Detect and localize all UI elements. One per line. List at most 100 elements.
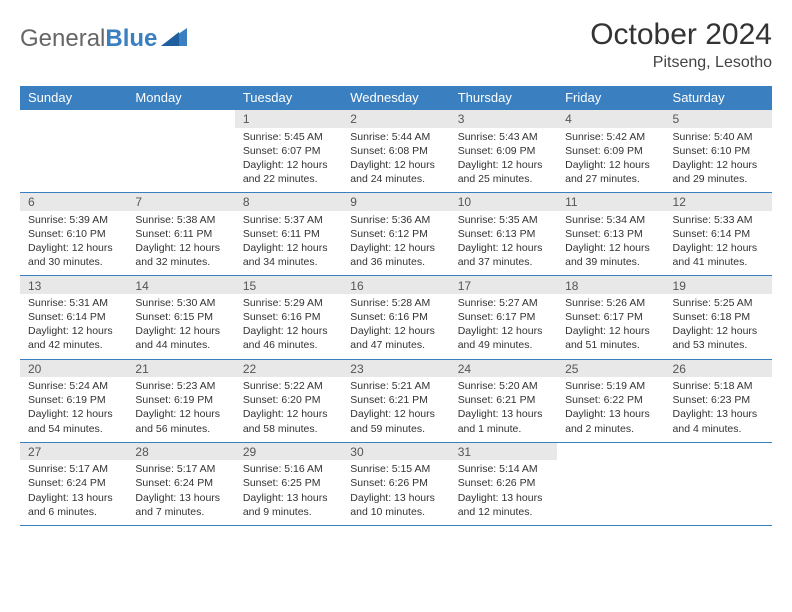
day-detail-cell: Sunrise: 5:27 AMSunset: 6:17 PMDaylight:… xyxy=(450,294,557,359)
day-number-cell: 23 xyxy=(342,359,449,377)
sunrise-text: Sunrise: 5:19 AM xyxy=(565,379,656,393)
title-block: October 2024 Pitseng, Lesotho xyxy=(590,18,772,72)
day-label: Friday xyxy=(557,86,664,110)
day-number-row: 13141516171819 xyxy=(20,276,772,294)
day-detail-cell xyxy=(20,128,127,193)
sunset-text: Sunset: 6:18 PM xyxy=(673,310,764,324)
sunset-text: Sunset: 6:26 PM xyxy=(458,476,549,490)
daylight-text: Daylight: 12 hours and 34 minutes. xyxy=(243,241,334,269)
daylight-text: Daylight: 12 hours and 27 minutes. xyxy=(565,158,656,186)
day-number: 6 xyxy=(28,195,35,209)
sunrise-text: Sunrise: 5:15 AM xyxy=(350,462,441,476)
day-number: 4 xyxy=(565,112,572,126)
day-detail-cell: Sunrise: 5:39 AMSunset: 6:10 PMDaylight:… xyxy=(20,211,127,276)
day-number: 3 xyxy=(458,112,465,126)
day-detail-cell: Sunrise: 5:16 AMSunset: 6:25 PMDaylight:… xyxy=(235,460,342,525)
day-number-row: 2728293031 xyxy=(20,442,772,460)
brand-part1: General xyxy=(20,25,105,53)
sunset-text: Sunset: 6:12 PM xyxy=(350,227,441,241)
day-number: 25 xyxy=(565,362,578,376)
day-detail-cell: Sunrise: 5:14 AMSunset: 6:26 PMDaylight:… xyxy=(450,460,557,525)
daylight-text: Daylight: 12 hours and 42 minutes. xyxy=(28,324,119,352)
day-number: 11 xyxy=(565,195,577,209)
day-detail-cell xyxy=(665,460,772,525)
sunrise-text: Sunrise: 5:40 AM xyxy=(673,130,764,144)
day-number-cell: 6 xyxy=(20,193,127,211)
sunset-text: Sunset: 6:08 PM xyxy=(350,144,441,158)
calendar-body: 12345Sunrise: 5:45 AMSunset: 6:07 PMDayl… xyxy=(20,110,772,526)
day-detail-cell: Sunrise: 5:23 AMSunset: 6:19 PMDaylight:… xyxy=(127,377,234,442)
day-number-cell: 7 xyxy=(127,193,234,211)
day-detail-cell: Sunrise: 5:17 AMSunset: 6:24 PMDaylight:… xyxy=(20,460,127,525)
day-number-cell: 12 xyxy=(665,193,772,211)
day-number-cell: 28 xyxy=(127,442,234,460)
day-detail-cell: Sunrise: 5:38 AMSunset: 6:11 PMDaylight:… xyxy=(127,211,234,276)
daylight-text: Daylight: 12 hours and 37 minutes. xyxy=(458,241,549,269)
day-number-cell: 15 xyxy=(235,276,342,294)
day-number: 23 xyxy=(350,362,363,376)
day-detail-cell: Sunrise: 5:33 AMSunset: 6:14 PMDaylight:… xyxy=(665,211,772,276)
daylight-text: Daylight: 13 hours and 7 minutes. xyxy=(135,491,226,519)
day-number-cell: 10 xyxy=(450,193,557,211)
day-number: 18 xyxy=(565,279,578,293)
day-detail-cell: Sunrise: 5:35 AMSunset: 6:13 PMDaylight:… xyxy=(450,211,557,276)
sunset-text: Sunset: 6:19 PM xyxy=(135,393,226,407)
day-number-cell: 26 xyxy=(665,359,772,377)
day-number: 7 xyxy=(135,195,142,209)
month-title: October 2024 xyxy=(590,18,772,52)
daylight-text: Daylight: 12 hours and 54 minutes. xyxy=(28,407,119,435)
day-detail-cell: Sunrise: 5:31 AMSunset: 6:14 PMDaylight:… xyxy=(20,294,127,359)
daylight-text: Daylight: 12 hours and 32 minutes. xyxy=(135,241,226,269)
location: Pitseng, Lesotho xyxy=(590,54,772,72)
sunrise-text: Sunrise: 5:27 AM xyxy=(458,296,549,310)
day-number-cell: 11 xyxy=(557,193,664,211)
sunrise-text: Sunrise: 5:20 AM xyxy=(458,379,549,393)
sunset-text: Sunset: 6:15 PM xyxy=(135,310,226,324)
daylight-text: Daylight: 12 hours and 39 minutes. xyxy=(565,241,656,269)
sunset-text: Sunset: 6:14 PM xyxy=(673,227,764,241)
sunset-text: Sunset: 6:13 PM xyxy=(458,227,549,241)
day-number-cell: 27 xyxy=(20,442,127,460)
daylight-text: Daylight: 12 hours and 24 minutes. xyxy=(350,158,441,186)
brand-logo: GeneralBlue xyxy=(20,18,187,53)
daylight-text: Daylight: 12 hours and 46 minutes. xyxy=(243,324,334,352)
sunrise-text: Sunrise: 5:28 AM xyxy=(350,296,441,310)
day-label: Saturday xyxy=(665,86,772,110)
day-detail-cell: Sunrise: 5:37 AMSunset: 6:11 PMDaylight:… xyxy=(235,211,342,276)
day-number: 9 xyxy=(350,195,357,209)
daylight-text: Daylight: 12 hours and 22 minutes. xyxy=(243,158,334,186)
day-detail-cell: Sunrise: 5:24 AMSunset: 6:19 PMDaylight:… xyxy=(20,377,127,442)
day-number-cell: 20 xyxy=(20,359,127,377)
day-detail-row: Sunrise: 5:45 AMSunset: 6:07 PMDaylight:… xyxy=(20,128,772,193)
sunset-text: Sunset: 6:16 PM xyxy=(243,310,334,324)
day-number-cell: 24 xyxy=(450,359,557,377)
day-number: 5 xyxy=(673,112,680,126)
sunrise-text: Sunrise: 5:38 AM xyxy=(135,213,226,227)
sunset-text: Sunset: 6:21 PM xyxy=(458,393,549,407)
sunrise-text: Sunrise: 5:22 AM xyxy=(243,379,334,393)
day-number: 16 xyxy=(350,279,363,293)
day-number-row: 6789101112 xyxy=(20,193,772,211)
sunrise-text: Sunrise: 5:31 AM xyxy=(28,296,119,310)
sunset-text: Sunset: 6:09 PM xyxy=(565,144,656,158)
sunrise-text: Sunrise: 5:25 AM xyxy=(673,296,764,310)
sunrise-text: Sunrise: 5:36 AM xyxy=(350,213,441,227)
daylight-text: Daylight: 13 hours and 2 minutes. xyxy=(565,407,656,435)
daylight-text: Daylight: 13 hours and 12 minutes. xyxy=(458,491,549,519)
sunset-text: Sunset: 6:24 PM xyxy=(135,476,226,490)
sunset-text: Sunset: 6:10 PM xyxy=(673,144,764,158)
day-number-cell: 25 xyxy=(557,359,664,377)
day-number-cell: 18 xyxy=(557,276,664,294)
sunset-text: Sunset: 6:26 PM xyxy=(350,476,441,490)
sunrise-text: Sunrise: 5:16 AM xyxy=(243,462,334,476)
sunrise-text: Sunrise: 5:30 AM xyxy=(135,296,226,310)
day-detail-cell: Sunrise: 5:17 AMSunset: 6:24 PMDaylight:… xyxy=(127,460,234,525)
sunrise-text: Sunrise: 5:18 AM xyxy=(673,379,764,393)
sunset-text: Sunset: 6:20 PM xyxy=(243,393,334,407)
day-number-cell: 1 xyxy=(235,110,342,128)
day-number: 10 xyxy=(458,195,471,209)
sunrise-text: Sunrise: 5:23 AM xyxy=(135,379,226,393)
day-label: Wednesday xyxy=(342,86,449,110)
sunrise-text: Sunrise: 5:42 AM xyxy=(565,130,656,144)
day-number-cell: 13 xyxy=(20,276,127,294)
